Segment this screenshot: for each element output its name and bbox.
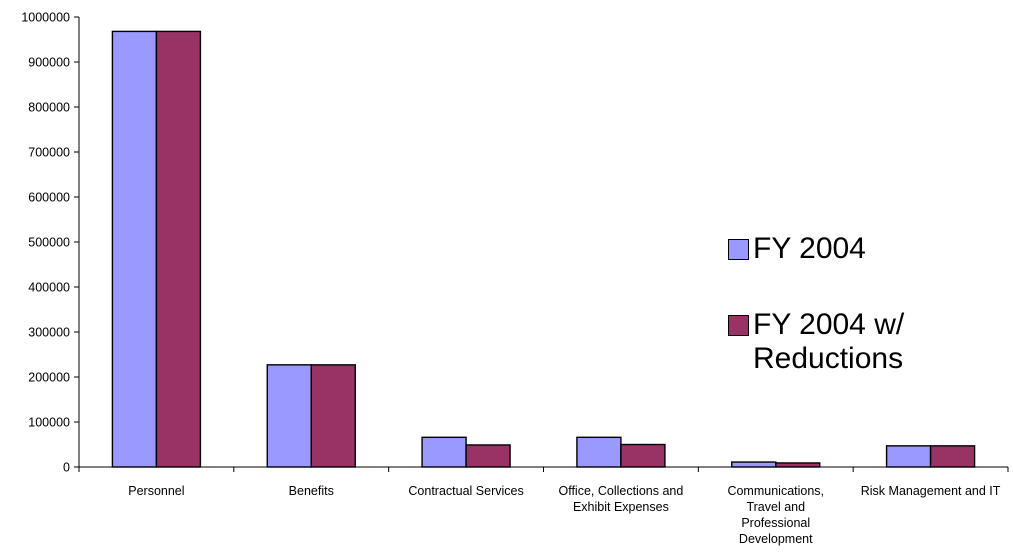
bars — [111, 30, 976, 468]
bar-fy2004-reductions — [929, 445, 976, 468]
bar-fy2004-reductions — [155, 30, 202, 468]
legend-label-fy2004: FY 2004 — [753, 232, 866, 265]
x-tick-label: Personnel — [128, 484, 185, 498]
y-tick-label: 100000 — [28, 416, 70, 430]
y-axis: 0 100000 200000 300000 400000 500000 600000 700… — [21, 11, 80, 475]
legend: FY 2004 FY 2004 w/ Reductions — [728, 232, 988, 376]
legend-swatch-fy2004-reductions — [728, 315, 749, 336]
bar-fy2004-reductions — [310, 364, 356, 468]
legend-label-fy2004-reductions: FY 2004 w/ Reductions — [753, 308, 905, 375]
x-tick-label: Contractual Services — [408, 484, 524, 498]
y-tick-label: 1000000 — [21, 11, 70, 25]
bar-fy2004-reductions — [775, 462, 821, 468]
legend-item-fy2004: FY 2004 — [728, 232, 988, 266]
x-tick-label: Risk Management and IT — [860, 484, 1001, 498]
legend-item-fy2004-reductions: FY 2004 w/ Reductions — [728, 308, 988, 376]
y-tick-label: 300000 — [28, 326, 70, 340]
y-tick-label: 700000 — [28, 146, 70, 160]
x-tick-label: Communications, Travel and Professional … — [727, 484, 825, 546]
bar-fy2004 — [111, 30, 158, 468]
bar-fy2004 — [421, 436, 467, 468]
x-tick-label: Office, Collections and Exhibit Expenses — [558, 484, 684, 514]
bar-fy2004 — [731, 461, 777, 468]
y-tick-label: 900000 — [28, 56, 70, 70]
bar-fy2004-reductions — [465, 444, 511, 468]
bar-fy2004 — [885, 445, 932, 468]
x-tick-label: Benefits — [288, 484, 334, 498]
y-tick-label: 500000 — [28, 236, 70, 250]
y-tick-label: 600000 — [28, 191, 70, 205]
y-tick-label: 0 — [63, 461, 70, 475]
bar-fy2004 — [266, 364, 312, 468]
bar-fy2004 — [576, 436, 622, 468]
y-tick-label: 400000 — [28, 281, 70, 295]
legend-swatch-fy2004 — [728, 239, 749, 260]
y-tick-label: 800000 — [28, 101, 70, 115]
y-tick-label: 200000 — [28, 371, 70, 385]
x-axis — [78, 466, 1009, 472]
bar-fy2004-reductions — [620, 443, 666, 468]
